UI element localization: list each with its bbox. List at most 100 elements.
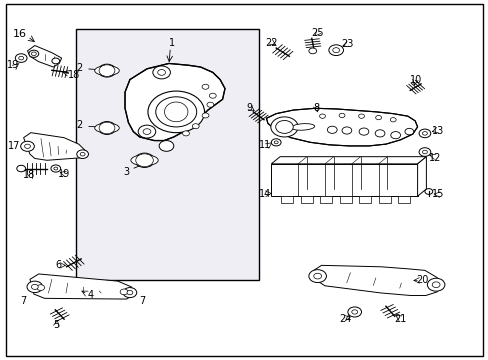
- Circle shape: [347, 307, 361, 317]
- Text: 9: 9: [246, 103, 252, 113]
- Polygon shape: [397, 196, 409, 203]
- Circle shape: [19, 56, 23, 60]
- Circle shape: [103, 125, 111, 131]
- Polygon shape: [339, 196, 351, 203]
- Polygon shape: [271, 164, 417, 196]
- Circle shape: [202, 84, 208, 89]
- Circle shape: [136, 154, 153, 167]
- Circle shape: [51, 165, 61, 172]
- Circle shape: [80, 152, 85, 156]
- Circle shape: [202, 113, 208, 118]
- Circle shape: [427, 278, 444, 291]
- Ellipse shape: [95, 123, 119, 133]
- Circle shape: [123, 288, 137, 298]
- Polygon shape: [23, 133, 86, 160]
- Circle shape: [275, 121, 293, 134]
- Circle shape: [422, 132, 427, 135]
- Circle shape: [375, 116, 381, 120]
- Polygon shape: [358, 196, 370, 203]
- Text: 12: 12: [427, 153, 440, 163]
- Circle shape: [319, 114, 325, 118]
- Polygon shape: [281, 196, 293, 203]
- Circle shape: [153, 66, 170, 79]
- Text: 5: 5: [54, 320, 60, 330]
- Text: 11: 11: [258, 140, 270, 150]
- Text: 19: 19: [7, 60, 19, 70]
- Polygon shape: [300, 196, 312, 203]
- Circle shape: [148, 91, 204, 133]
- Text: 6: 6: [55, 260, 61, 270]
- Circle shape: [158, 69, 165, 75]
- Circle shape: [138, 125, 156, 138]
- Ellipse shape: [164, 102, 187, 122]
- Circle shape: [29, 50, 39, 57]
- Circle shape: [338, 113, 344, 118]
- Circle shape: [120, 289, 128, 295]
- Text: 3: 3: [123, 167, 129, 177]
- Circle shape: [127, 291, 133, 295]
- Text: 8: 8: [313, 103, 319, 113]
- Text: 22: 22: [264, 38, 277, 48]
- Circle shape: [135, 153, 154, 167]
- Circle shape: [308, 48, 316, 54]
- Circle shape: [351, 310, 357, 314]
- Circle shape: [182, 131, 189, 136]
- Polygon shape: [320, 196, 331, 203]
- Circle shape: [389, 118, 395, 122]
- Polygon shape: [271, 157, 426, 164]
- Circle shape: [52, 58, 60, 64]
- Circle shape: [358, 128, 368, 135]
- Circle shape: [209, 93, 216, 98]
- Polygon shape: [266, 108, 417, 146]
- Circle shape: [358, 114, 364, 118]
- Text: 20: 20: [415, 275, 428, 285]
- Text: 15: 15: [431, 189, 444, 199]
- Circle shape: [374, 130, 384, 137]
- Circle shape: [99, 65, 115, 76]
- Circle shape: [404, 129, 413, 135]
- Polygon shape: [313, 265, 441, 296]
- Circle shape: [308, 270, 326, 283]
- Circle shape: [206, 102, 213, 107]
- Text: 16: 16: [13, 29, 27, 39]
- Circle shape: [98, 122, 116, 134]
- Circle shape: [390, 132, 400, 139]
- Text: 2: 2: [77, 121, 82, 130]
- Bar: [76, 30, 259, 280]
- Text: 10: 10: [409, 75, 422, 85]
- Text: 17: 17: [8, 141, 20, 151]
- Text: 14: 14: [259, 189, 271, 199]
- Circle shape: [31, 284, 38, 289]
- Circle shape: [99, 122, 115, 134]
- Circle shape: [327, 126, 336, 134]
- Text: 24: 24: [339, 314, 351, 324]
- Circle shape: [15, 54, 27, 62]
- Circle shape: [37, 285, 44, 291]
- Circle shape: [17, 165, 25, 172]
- Circle shape: [328, 45, 343, 55]
- Text: 19: 19: [58, 169, 70, 179]
- Polygon shape: [417, 157, 426, 196]
- Ellipse shape: [95, 66, 119, 76]
- Polygon shape: [378, 196, 390, 203]
- Circle shape: [156, 97, 196, 127]
- Circle shape: [332, 48, 339, 53]
- Circle shape: [271, 139, 281, 146]
- Text: 13: 13: [430, 126, 443, 135]
- Circle shape: [270, 117, 298, 137]
- Text: 25: 25: [311, 28, 323, 38]
- Polygon shape: [125, 63, 224, 140]
- Circle shape: [103, 68, 111, 73]
- Circle shape: [418, 129, 430, 138]
- Circle shape: [192, 124, 199, 129]
- Circle shape: [20, 141, 34, 151]
- Text: 21: 21: [393, 314, 406, 324]
- Circle shape: [31, 52, 36, 55]
- Circle shape: [24, 144, 30, 148]
- Text: 4: 4: [88, 291, 94, 301]
- Circle shape: [77, 150, 88, 158]
- Circle shape: [143, 129, 151, 134]
- Circle shape: [140, 157, 149, 164]
- Text: 18: 18: [23, 170, 35, 180]
- Circle shape: [54, 167, 58, 170]
